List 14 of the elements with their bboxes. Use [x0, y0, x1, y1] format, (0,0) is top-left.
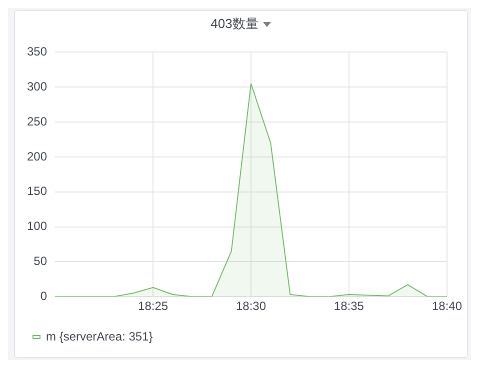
chart-title: 403数量	[210, 15, 258, 33]
y-tick-label: 0	[40, 288, 48, 303]
y-tick-label: 350	[26, 44, 48, 59]
x-tick-label: 18:25	[138, 299, 168, 314]
x-tick-label: 18:40	[432, 299, 462, 314]
y-tick-label: 300	[26, 79, 48, 94]
y-tick-label: 50	[34, 254, 48, 268]
y-tick-label: 250	[26, 114, 48, 128]
y-tick-label: 150	[26, 184, 48, 198]
x-tick-label: 18:35	[334, 299, 364, 314]
y-tick-label: 100	[26, 219, 48, 234]
y-tick-label: 200	[26, 149, 48, 164]
x-tick-label: 18:30	[236, 299, 266, 314]
legend-label: m {serverArea: 351}	[46, 329, 153, 344]
